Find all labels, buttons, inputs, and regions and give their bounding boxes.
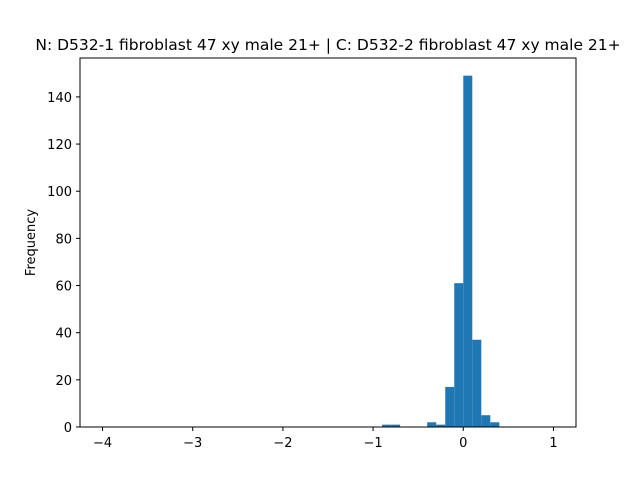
histogram-bars xyxy=(382,75,500,428)
y-tick-label: 60 xyxy=(55,280,72,295)
y-tick-label: 20 xyxy=(55,374,72,389)
x-tick-label: −2 xyxy=(273,436,292,451)
x-axis-ticks: −4 −3 −2 −1 0 1 xyxy=(93,427,558,451)
histogram-bar xyxy=(463,75,473,428)
histogram-bar xyxy=(391,424,401,427)
chart-title: N: D532-1 fibroblast 47 xy male 21+ | C:… xyxy=(35,36,620,54)
plot-frame xyxy=(79,57,577,428)
y-axis-label: Frequency xyxy=(24,209,39,276)
y-tick-label: 100 xyxy=(47,185,72,200)
x-tick-label: −4 xyxy=(93,436,112,451)
y-tick-label: 120 xyxy=(47,138,72,153)
x-tick-label: −1 xyxy=(364,436,383,451)
histogram-bar xyxy=(445,386,455,427)
y-tick-label: 0 xyxy=(64,421,72,436)
x-tick-label: 0 xyxy=(459,436,467,451)
y-tick-label: 80 xyxy=(55,232,72,247)
y-tick-label: 40 xyxy=(55,327,72,342)
y-tick-label: 140 xyxy=(47,91,72,106)
histogram-bar xyxy=(382,424,392,427)
x-tick-label: −3 xyxy=(183,436,202,451)
histogram-bar xyxy=(472,339,482,427)
histogram-bar xyxy=(427,422,437,427)
x-tick-label: 1 xyxy=(549,436,557,451)
histogram-bar xyxy=(481,415,491,427)
y-axis-ticks: 0 20 40 60 80 100 120 140 xyxy=(47,91,80,436)
histogram-bar xyxy=(490,422,500,427)
histogram-bar xyxy=(454,283,464,427)
histogram-bar xyxy=(436,424,446,427)
